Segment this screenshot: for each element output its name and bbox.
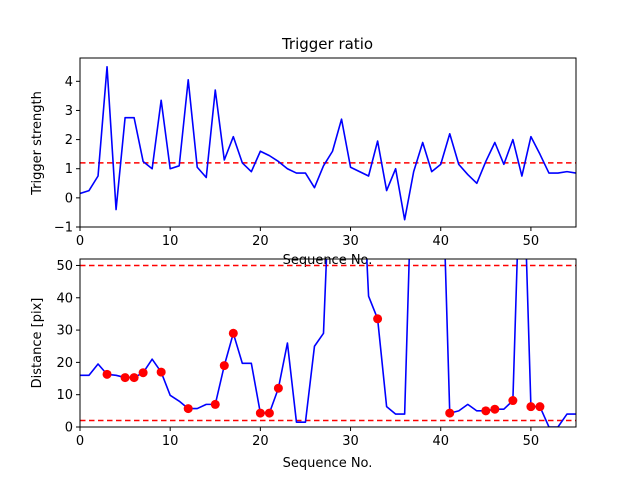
plot-area	[80, 65, 576, 221]
data-point	[490, 404, 500, 414]
trigger-ratio-chart: Trigger ratio Sequence No. Trigger stren…	[30, 35, 577, 268]
x-tick-label: 40	[432, 234, 449, 249]
x-tick-label: 0	[76, 234, 84, 249]
series-line	[80, 65, 576, 221]
x-tick-label: 30	[342, 234, 359, 249]
data-point	[273, 383, 283, 393]
y-tick-label: 20	[56, 356, 73, 371]
distance-chart: Sequence No. Distance [pix] 0 10 20 30 40 50 0…	[30, 258, 577, 471]
data-point	[526, 402, 536, 412]
y-axis-label: Distance [pix]	[30, 298, 45, 389]
y-tick-label: 1	[65, 162, 73, 177]
data-point	[508, 396, 518, 406]
x-tick-label: 50	[523, 434, 540, 449]
data-point	[102, 369, 112, 379]
x-tick-label: 20	[252, 434, 269, 449]
y-tick-label: 40	[56, 291, 73, 306]
data-point	[138, 368, 148, 378]
data-point	[129, 373, 139, 383]
x-tick-label: 30	[342, 434, 359, 449]
x-axis-label: Sequence No.	[283, 253, 373, 268]
x-tick-label: 50	[523, 234, 540, 249]
y-tick-label: 0	[65, 191, 73, 206]
y-tick-label: 10	[56, 388, 73, 403]
y-tick-label: 0	[65, 421, 73, 436]
data-point	[481, 406, 491, 416]
data-point	[210, 399, 220, 409]
data-point	[120, 373, 130, 383]
x-tick-label: 20	[252, 234, 269, 249]
y-tick-label: 30	[56, 324, 73, 339]
plot-area	[80, 259, 576, 427]
x-tick-label: 10	[162, 234, 179, 249]
plot-frame	[79, 57, 577, 228]
data-point	[373, 314, 383, 324]
data-point	[255, 408, 265, 418]
x-tick-label: 40	[432, 434, 449, 449]
x-tick-label: 10	[162, 434, 179, 449]
y-tick-label: 50	[56, 259, 73, 274]
data-point	[228, 328, 238, 338]
y-tick-label: −1	[54, 221, 73, 236]
y-tick-label: 2	[65, 133, 73, 148]
y-tick-label: 3	[65, 104, 73, 119]
y-tick-label: 4	[65, 75, 73, 90]
data-point	[264, 408, 274, 418]
x-axis-label: Sequence No.	[283, 456, 373, 471]
x-tick-label: 0	[76, 434, 84, 449]
plot-frame	[79, 258, 577, 428]
chart-title: Trigger ratio	[281, 35, 373, 53]
data-point	[445, 408, 455, 418]
data-point	[535, 402, 545, 412]
y-axis-label: Trigger strength	[30, 91, 45, 196]
data-point	[219, 361, 229, 371]
data-point	[156, 367, 166, 377]
data-point	[183, 404, 193, 414]
